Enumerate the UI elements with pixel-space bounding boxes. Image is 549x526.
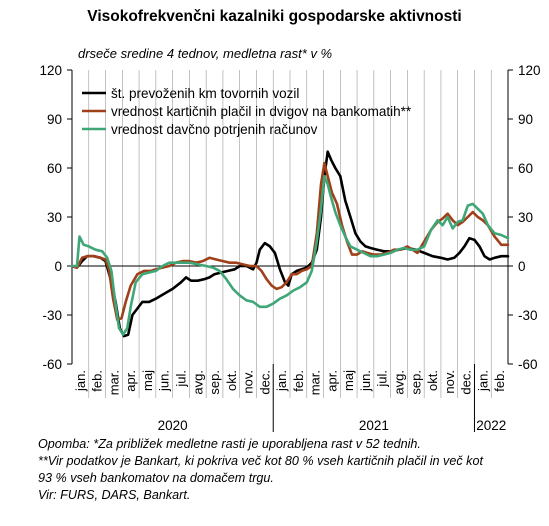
y-tick-label-right: 30 <box>518 210 533 225</box>
y-tick-label-left: 60 <box>47 161 62 176</box>
note-line-2: **Vir podatkov je Bankart, ki pokriva ve… <box>38 454 483 468</box>
x-month-label: mar. <box>308 370 323 395</box>
x-month-label: sep. <box>207 370 222 395</box>
x-month-label: apr. <box>123 370 138 392</box>
x-month-label: feb. <box>90 370 105 392</box>
chart-subtitle: drseče sredine 4 tednov, medletna rast* … <box>78 46 333 61</box>
chart-title: Visokofrekvenčni kazalniki gospodarske a… <box>87 8 462 25</box>
x-month-label: feb. <box>492 370 507 392</box>
x-month-label: nov. <box>241 370 256 394</box>
x-month-label: apr. <box>324 370 339 392</box>
x-month-label: avg. <box>392 370 407 395</box>
x-month-label: sep. <box>408 370 423 395</box>
y-tick-label-right: 60 <box>518 161 533 176</box>
x-month-label: jul. <box>174 370 189 388</box>
y-tick-label-right: -60 <box>518 357 538 372</box>
legend-label-1: št. prevoženih km tovornih vozil <box>111 86 299 101</box>
x-month-label: jul. <box>375 370 390 388</box>
y-tick-label-left: -60 <box>42 357 62 372</box>
x-month-label: dec. <box>257 370 272 395</box>
x-month-label: feb. <box>291 370 306 392</box>
x-month-label: jan. <box>274 370 289 392</box>
x-month-label: dec. <box>459 370 474 395</box>
y-tick-label-right: -30 <box>518 308 538 323</box>
note-line-4: Vir: FURS, DARS, Bankart. <box>38 488 191 502</box>
x-month-label: mar. <box>106 370 121 395</box>
x-month-label: jan. <box>73 370 88 392</box>
y-tick-label-right: 120 <box>518 63 541 78</box>
y-tick-label-right: 0 <box>518 259 526 274</box>
x-month-label: nov. <box>442 370 457 394</box>
y-tick-label-left: 90 <box>47 112 62 127</box>
x-month-label: maj <box>341 370 356 391</box>
x-month-label: jun. <box>358 370 373 392</box>
series-line-1 <box>70 150 510 338</box>
x-year-label: 2020 <box>158 418 188 433</box>
x-month-label: okt. <box>425 370 440 391</box>
x-month-label: jun. <box>157 370 172 392</box>
x-month-label: okt. <box>224 370 239 391</box>
series-line-3 <box>70 174 510 336</box>
legend-label-2: vrednost kartičnih plačil in dvigov na b… <box>111 104 412 119</box>
chart-notes: Opomba: *Za približek medletne rasti je … <box>38 436 543 504</box>
y-tick-label-left: -30 <box>42 308 62 323</box>
y-tick-label-left: 30 <box>47 210 62 225</box>
y-tick-label-right: 90 <box>518 112 533 127</box>
x-year-label: 2022 <box>476 418 506 433</box>
x-month-label: avg. <box>190 370 205 395</box>
x-month-label: maj <box>140 370 155 391</box>
y-tick-label-left: 120 <box>39 63 62 78</box>
legend-label-3: vrednost davčno potrjenih računov <box>111 122 318 137</box>
x-year-label: 2021 <box>359 418 389 433</box>
note-line-1: Opomba: *Za približek medletne rasti je … <box>38 437 421 451</box>
note-line-3: 93 % vseh bankomatov na domačem trgu. <box>38 471 274 485</box>
x-month-label: jan. <box>475 370 490 392</box>
y-tick-label-left: 0 <box>54 259 62 274</box>
